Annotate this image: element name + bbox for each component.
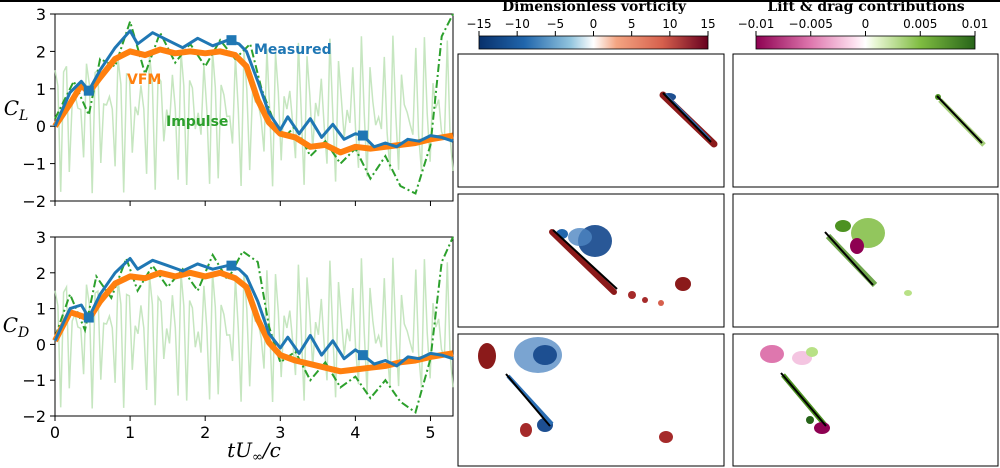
drag-x-tick-label: 0 [50,423,60,442]
flat-plate [780,372,827,427]
vorticity-colorbar-tick-label: 5 [628,17,636,31]
vorticity-colorbar-tick-label: −5 [546,17,564,31]
drag-impulse-line [54,236,454,415]
vorticity-colorbar-tick-label: −10 [505,17,530,31]
force-patch [904,290,912,296]
drag-y-tick-label: 2 [36,264,46,283]
drag-vfm-line [52,269,454,375]
force-patch [760,345,784,363]
drag-snapshot-marker [357,350,368,361]
vortex-blob [659,431,673,443]
vorticity-colorbar-tick-label: −15 [466,17,491,31]
vorticity-colorbar-tick-label: 10 [662,17,677,31]
force-colorbar-tick-label: 0 [862,17,870,31]
force-colorbar-title: Lift & drag contributions [767,0,964,15]
lift-y-label: CL [4,96,29,124]
lift-y-tick-label: −2 [22,192,46,211]
vorticity-snapshot-2 [457,193,725,328]
lift-snapshot-marker [357,130,368,141]
force-snapshot-2 [732,193,999,328]
lift-y-tick-label: 0 [36,117,46,136]
drag-x-tick-label: 3 [275,423,285,442]
lift-impulse-line [54,13,454,195]
force-colorbar-gradient [755,35,976,50]
vortex-blob [520,423,532,437]
vorticity-colorbar: Dimensionless vorticity −15 −10 −5 0 5 10 15 [466,0,716,50]
x-axis-label: tU∞/c [227,438,281,465]
force-patch [814,422,830,434]
drag-x-tick-label: 1 [125,423,135,442]
force-patch [850,238,864,254]
lift-y-tick-label: 1 [36,80,46,99]
lift-vfm-line [52,46,454,156]
vorticity-snapshot-3 [457,333,725,467]
flat-plate [552,229,618,290]
force-colorbar-tick-label: −0.005 [789,17,833,31]
lift-y-tick-label: −1 [22,155,46,174]
vorticity-colorbar-gradient [478,35,709,50]
force-colorbar-tick-label: 0.005 [903,17,937,31]
flat-plate [824,231,874,286]
annotation-impulse: Impulse [166,114,228,130]
vorticity-snapshot-1 [457,53,725,188]
vorticity-colorbar-tick-label: 0 [590,17,598,31]
force-snapshot-1 [732,53,999,188]
flat-plate [505,373,551,427]
drag-x-tick-label: 5 [425,423,435,442]
drag-snapshot-marker [226,260,237,271]
drag-y-tick-label: 1 [36,300,46,319]
annotation-vfm: VFM [127,72,161,88]
drag-y-tick-label: 0 [36,335,46,354]
lift-y-tick-label: 3 [36,5,46,24]
flat-plate [936,95,983,144]
drag-x-tick-label: 4 [350,423,360,442]
vortex-blob [568,228,592,246]
vortex-blob [533,345,557,365]
force-colorbar-tick-label: 0.01 [962,17,989,31]
force-patch [806,416,814,424]
vortex-blob [628,291,636,299]
drag-y-label: CD [3,313,30,341]
vortex-blob [642,297,648,303]
lift-coefficient-chart: 3 2 1 0 −1 −2 CL Measured VFM Impulse [4,5,454,211]
lift-snapshot-marker [83,85,94,96]
drag-y-tick-label: 3 [36,228,46,247]
drag-y-tick-label: −1 [22,371,46,390]
drag-measured-line [53,257,454,368]
drag-y-tick-label: −2 [22,407,46,426]
force-patch [806,347,818,357]
flat-plate [662,92,712,143]
lift-snapshot-marker [226,35,237,46]
drag-x-tick-label: 2 [200,423,210,442]
vorticity-colorbar-title: Dimensionless vorticity [502,0,687,15]
force-colorbar-tick-label: −0.01 [738,17,775,31]
drag-snapshot-marker [83,312,94,323]
force-snapshot-3 [732,333,999,467]
vortex-blob [658,300,664,306]
annotation-measured: Measured [254,42,332,58]
lift-y-tick-label: 2 [36,42,46,61]
vortex-blob [675,277,691,291]
vorticity-colorbar-tick-label: 15 [700,17,715,31]
force-colorbar: Lift & drag contributions −0.01 −0.005 0 0.… [738,0,989,50]
vortex-blob [478,343,496,369]
force-patch [835,220,851,232]
lift-measured-line [53,29,454,149]
shear-layer [549,229,617,295]
